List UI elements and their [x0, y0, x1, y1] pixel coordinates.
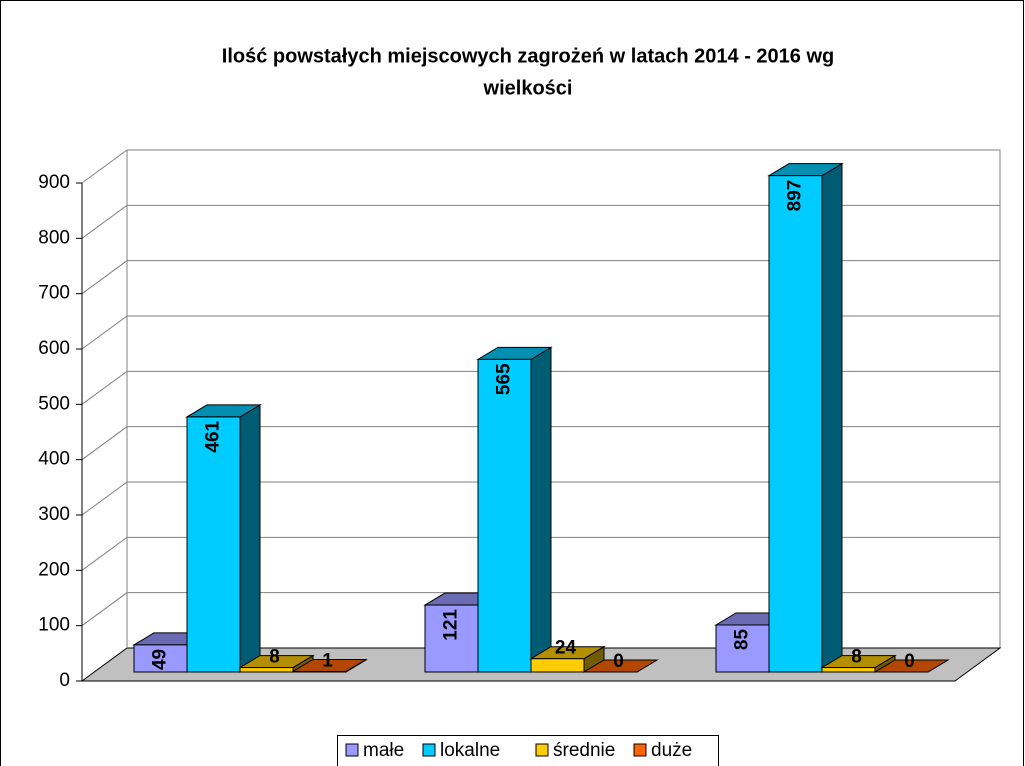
y-tick-label: 900	[38, 172, 70, 193]
y-tick-label: 100	[38, 615, 70, 636]
data-label: 1	[322, 650, 333, 671]
data-label: 24	[555, 638, 577, 659]
y-tick-label: 600	[38, 338, 70, 359]
bar	[292, 670, 347, 673]
data-label: 0	[904, 651, 915, 672]
legend-swatch	[422, 743, 436, 757]
y-tick-label: 500	[38, 393, 70, 414]
bar	[821, 667, 876, 673]
data-label: 49	[150, 649, 171, 670]
legend-label: duże	[651, 740, 692, 761]
legend-label: lokalne	[440, 740, 500, 761]
bar	[424, 604, 479, 673]
y-tick-label: 300	[38, 504, 70, 525]
data-label: 897	[785, 180, 806, 212]
chart-title: wielkości	[483, 77, 573, 99]
data-label: 8	[851, 647, 862, 668]
data-label: 8	[269, 647, 280, 668]
y-tick-label: 700	[38, 283, 70, 304]
legend-label: małe	[363, 740, 404, 761]
bar	[715, 624, 770, 673]
legend-swatch	[345, 743, 359, 757]
legend-label: średnie	[553, 740, 615, 761]
chart-title: Ilość powstałych miejscowych zagrożeń w …	[222, 45, 834, 67]
bar-side	[821, 162, 843, 673]
bar	[768, 175, 823, 673]
y-tick-label: 200	[38, 559, 70, 580]
y-tick-label: 800	[38, 227, 70, 248]
bar	[133, 644, 188, 673]
y-tick-label: 0	[59, 670, 70, 691]
bar	[530, 658, 585, 673]
bar	[477, 358, 532, 673]
bar-side	[530, 346, 552, 673]
legend-swatch	[535, 743, 549, 757]
data-label: 461	[203, 420, 224, 452]
bar-side	[239, 404, 261, 673]
legend-swatch	[633, 743, 647, 757]
bar	[239, 667, 294, 673]
bar-top	[582, 659, 659, 673]
bar	[186, 416, 241, 673]
legend-box	[337, 735, 719, 766]
data-label: 565	[494, 363, 515, 395]
y-tick-label: 400	[38, 449, 70, 470]
data-label: 0	[613, 651, 624, 672]
data-label: 85	[732, 629, 753, 651]
bar-top	[873, 659, 950, 673]
data-label: 121	[441, 609, 462, 641]
